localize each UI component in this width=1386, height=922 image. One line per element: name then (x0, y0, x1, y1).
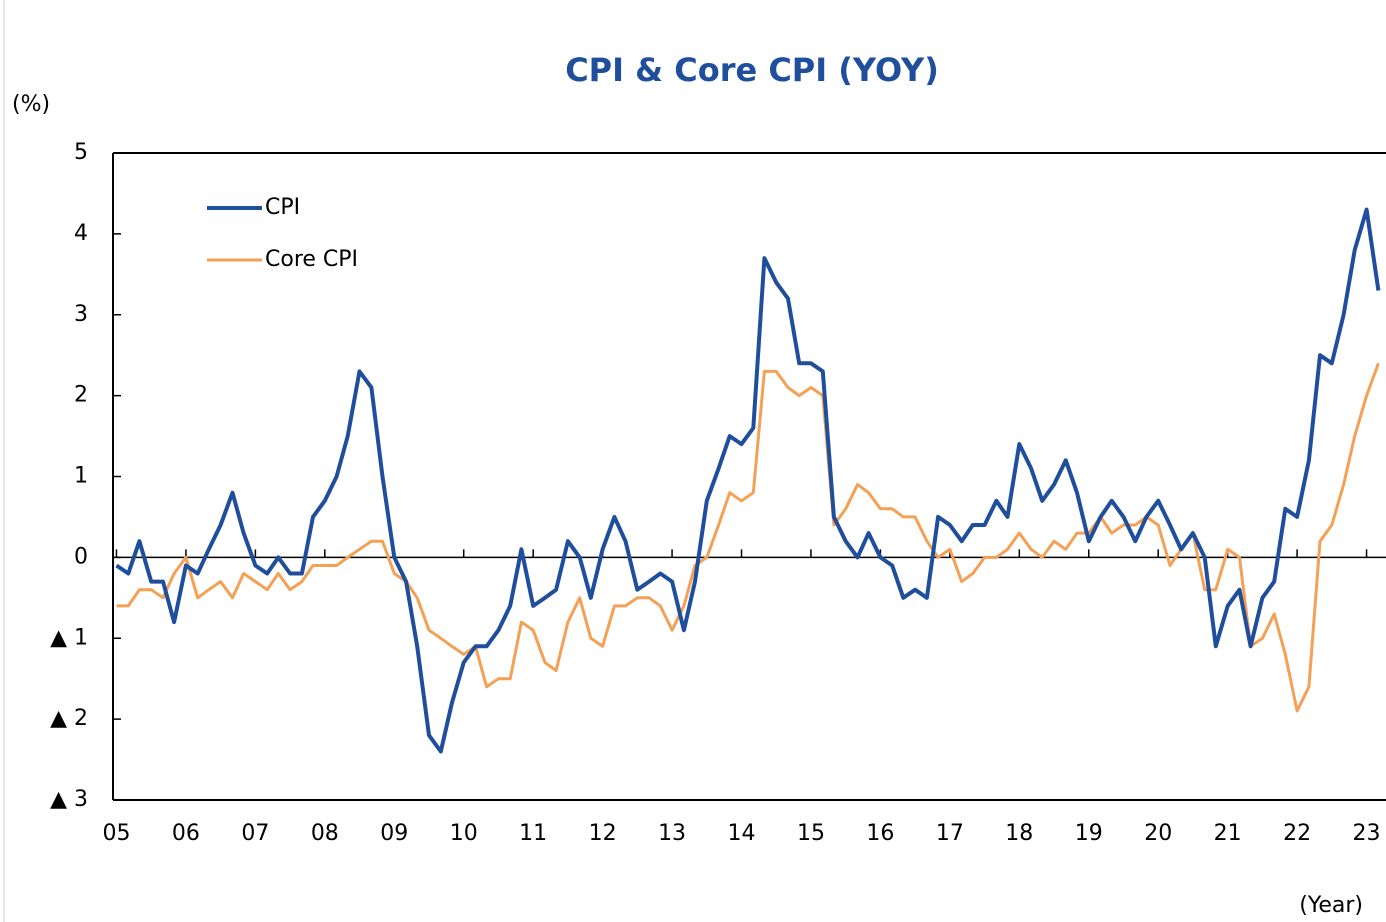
x-tick-label: 18 (1005, 821, 1033, 846)
legend-label: Core CPI (265, 247, 358, 272)
x-tick-label: 21 (1214, 821, 1242, 846)
x-tick-label: 14 (728, 821, 756, 846)
x-axis-label: (Year) (1299, 893, 1363, 918)
x-tick-label: 10 (450, 821, 478, 846)
y-tick-label: ▲ 2 (50, 706, 88, 731)
y-tick-label: 4 (74, 221, 88, 246)
y-tick-label: 0 (74, 544, 88, 569)
y-tick-label: 1 (74, 464, 88, 489)
x-tick-label: 08 (311, 821, 339, 846)
y-tick-label: 3 (74, 302, 88, 327)
y-axis-label: (%) (12, 92, 50, 117)
x-tick-label: 13 (658, 821, 686, 846)
y-tick-label: 2 (74, 383, 88, 408)
x-tick-label: 06 (172, 821, 200, 846)
x-tick-label: 07 (241, 821, 269, 846)
y-tick-label: 5 (74, 140, 88, 165)
x-tick-label: 09 (380, 821, 408, 846)
x-tick-label: 05 (102, 821, 130, 846)
x-tick-label: 23 (1353, 821, 1381, 846)
chart-title: CPI & Core CPI (YOY) (565, 51, 939, 89)
x-tick-label: 17 (936, 821, 964, 846)
legend-label: CPI (265, 195, 300, 220)
y-tick-label: ▲ 3 (50, 787, 88, 812)
x-tick-label: 16 (866, 821, 894, 846)
series-line (116, 362, 1380, 713)
x-tick-label: 20 (1144, 821, 1172, 846)
y-tick-label: ▲ 1 (50, 625, 88, 650)
series-line (115, 207, 1381, 754)
x-tick-label: 15 (797, 821, 825, 846)
x-tick-label: 19 (1075, 821, 1103, 846)
x-tick-label: 22 (1283, 821, 1311, 846)
x-tick-label: 11 (519, 821, 547, 846)
x-tick-label: 12 (589, 821, 617, 846)
